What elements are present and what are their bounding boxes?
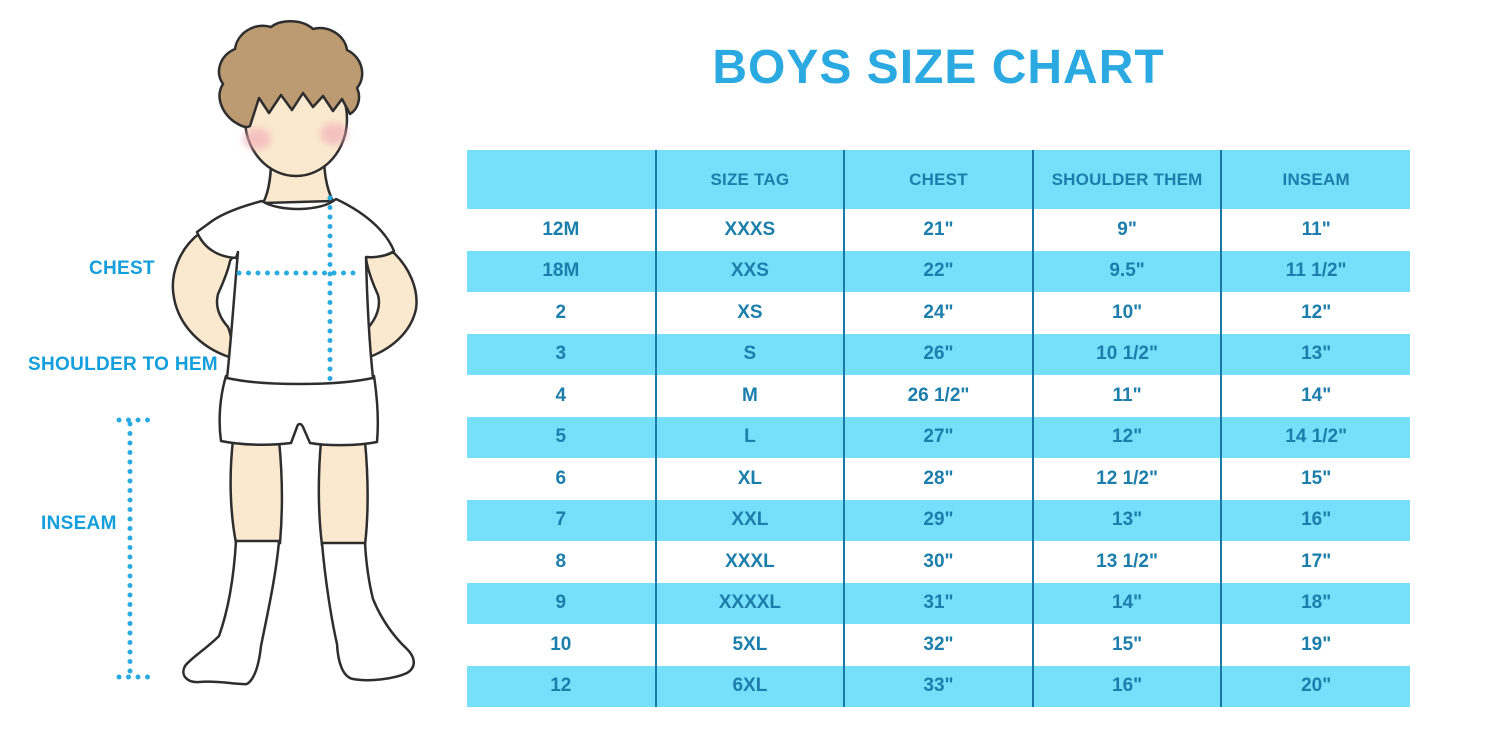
table-cell: 13" [1301, 343, 1332, 365]
right-sock [320, 541, 415, 682]
size-chart-table: SIZE TAG CHEST SHOULDER THEM INSEAM 12M XXXS… [467, 150, 1410, 707]
table-cell: 11" [1032, 375, 1223, 417]
table-cell: 22" [844, 250, 1034, 292]
table-cell: XXXS [655, 209, 846, 251]
left-cheek-blush [243, 128, 271, 150]
table-cell: M [655, 375, 846, 417]
table-cell: 31" [844, 582, 1034, 624]
table-cell: XXXL [655, 541, 846, 583]
table-cell: 12" [1032, 416, 1223, 458]
table-row: 12M XXXS 21" 9" 11" [467, 209, 1410, 251]
table-cell: 15" [1301, 467, 1332, 489]
col-header-chest: CHEST [844, 150, 1034, 209]
table-cell: 10 [467, 624, 657, 666]
table-cell: 10 1/2" [1032, 333, 1223, 375]
t-shirt [195, 197, 396, 386]
table-row: 7 XXL 29" 13" 16" [467, 499, 1410, 541]
table-row: 8 XXXL 30" 13 1/2" 17" [467, 541, 1410, 583]
table-header: SIZE TAG CHEST SHOULDER THEM INSEAM [467, 150, 1410, 209]
table-cell: 8 [467, 541, 657, 583]
col-header-size-tag: SIZE TAG [655, 150, 846, 209]
table-cell: 26 1/2" [844, 375, 1034, 417]
col-header-inseam: INSEAM [1221, 150, 1410, 209]
table-cell: 14" [1032, 582, 1223, 624]
right-arm [363, 250, 418, 360]
table-cell: 12M [467, 209, 657, 251]
table-cell: 14" [1301, 384, 1332, 406]
table-row: 6 XL 28" 12 1/2" 15" [467, 458, 1410, 500]
table-cell: 13 1/2" [1032, 541, 1223, 583]
table-cell: 18M [467, 250, 657, 292]
table-cell: 15" [1032, 624, 1223, 666]
table-row: 2 XS 24" 10" 12" [467, 292, 1410, 334]
table-cell: 11 1/2" [1285, 260, 1347, 282]
table-cell: 24" [844, 292, 1034, 334]
table-cell: 32" [844, 624, 1034, 666]
table-cell: 5XL [655, 624, 846, 666]
col-header-shoulder-them: SHOULDER THEM [1032, 150, 1223, 209]
table-cell: XXL [655, 499, 846, 541]
table-row: 4 M 26 1/2" 11" 14" [467, 375, 1410, 417]
table-cell: 11" [1301, 218, 1331, 240]
table-cell: 27" [844, 416, 1034, 458]
table-cell: 18" [1301, 592, 1332, 614]
table-row: 10 5XL 32" 15" 19" [467, 624, 1410, 666]
left-sock [182, 539, 281, 686]
table-cell: 20" [1301, 675, 1332, 697]
table-row: 12 6XL 33" 16" 20" [467, 665, 1410, 707]
chest-label: CHEST [89, 258, 155, 279]
table-cell: 26" [844, 333, 1034, 375]
page-title: BOYS SIZE CHART [712, 41, 1165, 94]
table-row: 3 S 26" 10 1/2" 13" [467, 333, 1410, 375]
table-cell: XXXXL [655, 582, 846, 624]
table-cell: L [655, 416, 846, 458]
table-row: 18M XXS 22" 9.5" 11 1/2" [467, 250, 1410, 292]
table-cell: 3 [467, 333, 657, 375]
table-cell: 4 [467, 375, 657, 417]
shoulder-to-hem-label: SHOULDER TO HEM [28, 354, 218, 375]
table-cell: XL [655, 458, 846, 500]
table-cell: 17" [1301, 550, 1332, 572]
right-cheek-blush [320, 123, 348, 145]
table-cell: 6XL [655, 665, 846, 707]
table-cell: 9 [467, 582, 657, 624]
right-leg [317, 439, 369, 547]
table-cell: 9.5" [1032, 250, 1223, 292]
shorts [218, 374, 380, 447]
table-cell: 12" [1301, 301, 1332, 323]
table-cell: 13" [1032, 499, 1223, 541]
table-cell: 29" [844, 499, 1034, 541]
table-cell: 16" [1032, 665, 1223, 707]
table-row: 5 L 27" 12" 14 1/2" [467, 416, 1410, 458]
table-cell: 28" [844, 458, 1034, 500]
table-cell: 33" [844, 665, 1034, 707]
table-cell: 12 1/2" [1032, 458, 1223, 500]
table-cell: 30" [844, 541, 1034, 583]
table-row: 9 XXXXL 31" 14" 18" [467, 582, 1410, 624]
table-cell: S [655, 333, 846, 375]
inseam-label: INSEAM [41, 513, 117, 534]
col-header-blank [467, 150, 657, 209]
table-cell: 19" [1301, 633, 1332, 655]
table-cell: 14 1/2" [1285, 426, 1348, 448]
table-cell: 2 [467, 292, 657, 334]
table-body: 12M XXXS 21" 9" 11" 18M XXS 22" 9.5" 11 1/2" 2 XS 24… [467, 209, 1410, 707]
hair [217, 20, 364, 129]
table-cell: 12 [467, 665, 657, 707]
table-cell: 16" [1301, 509, 1332, 531]
table-cell: 6 [467, 458, 657, 500]
table-cell: 5 [467, 416, 657, 458]
table-header-row: SIZE TAG CHEST SHOULDER THEM INSEAM [467, 150, 1410, 209]
boy-illustration [116, 20, 418, 686]
left-leg [229, 438, 284, 545]
table-cell: XXS [655, 250, 846, 292]
table-cell: 10" [1032, 292, 1223, 334]
table-cell: XS [655, 292, 846, 334]
table-cell: 9" [1032, 209, 1223, 251]
table-cell: 21" [844, 209, 1034, 251]
table-cell: 7 [467, 499, 657, 541]
